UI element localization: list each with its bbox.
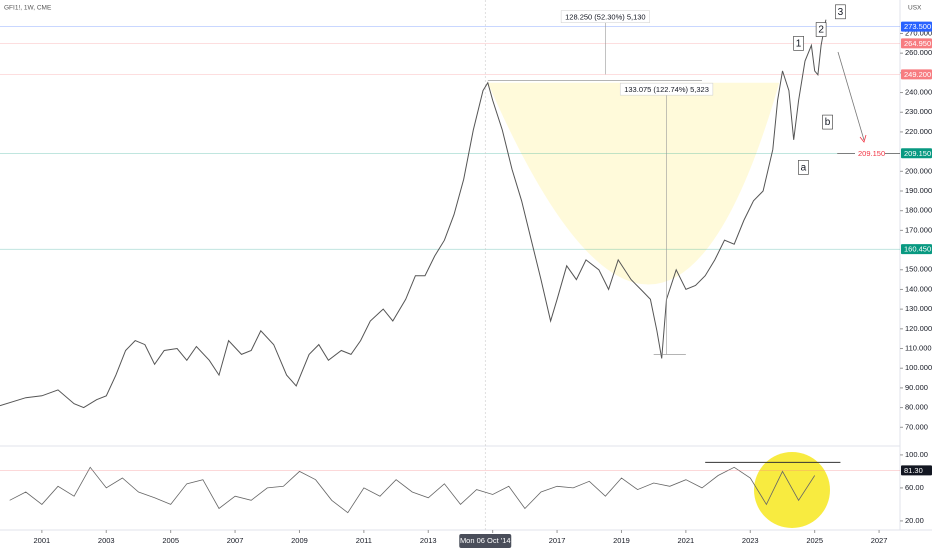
y-tick-label: 260.000: [905, 48, 932, 57]
x-tick-label: 2025: [806, 536, 823, 545]
wave-box: [835, 4, 846, 20]
price-badge-label: 264.950: [904, 39, 931, 48]
osc-line: [9, 466, 816, 514]
y-tick-label: 140.000: [905, 284, 932, 293]
y-tick-label: 120.000: [905, 324, 932, 333]
wave-label: 3: [838, 7, 844, 18]
x-tick-label: 2019: [613, 536, 630, 545]
y-tick-label: 150.000: [905, 265, 932, 274]
currency: USX: [908, 5, 922, 12]
measure-box: [560, 10, 650, 23]
osc-badge: [901, 465, 932, 476]
forecast-arrowhead: [859, 134, 867, 143]
x-tick-label: 2011: [356, 536, 372, 545]
y-tick-label: 220.000: [905, 127, 932, 136]
price-badge: [901, 38, 932, 49]
price-line: [0, 19, 827, 409]
crosshair-badge: [459, 534, 512, 548]
y-tick-label: 100.000: [905, 363, 932, 372]
y-tick-label: 170.000: [905, 225, 932, 234]
target-label: 209.150: [858, 149, 885, 158]
x-tick-label: 2027: [871, 536, 888, 545]
y-tick-label: 180.000: [905, 206, 932, 215]
x-tick-label: 2009: [291, 536, 308, 545]
forecast-arrow: [837, 51, 865, 141]
price-badge: [901, 148, 932, 159]
osc-badge-label: 81.30: [904, 466, 923, 475]
price-badge-label: 160.450: [904, 245, 931, 254]
wave-label: 2: [818, 25, 824, 36]
x-tick-label: 2005: [162, 536, 179, 545]
x-tick-label: 2007: [227, 536, 244, 545]
target-bg: [855, 148, 885, 159]
price-badge: [901, 244, 932, 255]
wave-label: b: [825, 117, 831, 128]
symbol: GFI1!, 1W, CME: [4, 5, 52, 12]
y-tick-label: 240.000: [905, 88, 932, 97]
wave-label: 1: [796, 38, 802, 49]
price-badge-label: 209.150: [904, 149, 931, 158]
price-badge-label: 273.500: [904, 22, 931, 31]
y-tick-label: 200.000: [905, 166, 932, 175]
y-tick-label: 230.000: [905, 107, 932, 116]
osc-tick-label: 60.00: [905, 483, 924, 492]
wave-box: [798, 160, 809, 175]
cup-shape: [487, 82, 780, 285]
y-tick-label: 80.000: [905, 403, 928, 412]
y-tick-label: 70.000: [905, 422, 928, 431]
crosshair-label: Mon 06 Oct '14: [460, 536, 511, 545]
highlight-circle: [754, 452, 830, 528]
y-tick-label: 190.000: [905, 186, 932, 195]
wave-box: [793, 36, 804, 51]
x-tick-label: 2023: [742, 536, 759, 545]
osc-tick-label: 20.00: [905, 516, 924, 525]
measure-label: 133.075 (122.74%) 5,323: [624, 85, 709, 94]
x-tick-label: 2003: [98, 536, 115, 545]
x-tick-label: 2001: [34, 536, 51, 545]
wave-box: [815, 22, 827, 37]
price-badge-label: 249.200: [904, 70, 931, 79]
osc-tick-label: 100.00: [905, 450, 928, 459]
measure-label: 128.250 (52.30%) 5,130: [565, 13, 645, 22]
y-tick-label: 270.000: [905, 28, 932, 37]
price-badge: [901, 69, 932, 80]
x-tick-label: 2013: [420, 536, 437, 545]
y-tick-label: 110.000: [905, 344, 932, 353]
y-tick-label: 90.000: [905, 383, 928, 392]
wave-label: a: [801, 163, 807, 174]
measure-box: [619, 82, 714, 96]
price-badge: [901, 21, 932, 32]
y-tick-label: 130.000: [905, 304, 932, 313]
x-tick-label: 2017: [549, 536, 566, 545]
wave-box: [822, 114, 833, 130]
x-tick-label: 2021: [678, 536, 695, 545]
